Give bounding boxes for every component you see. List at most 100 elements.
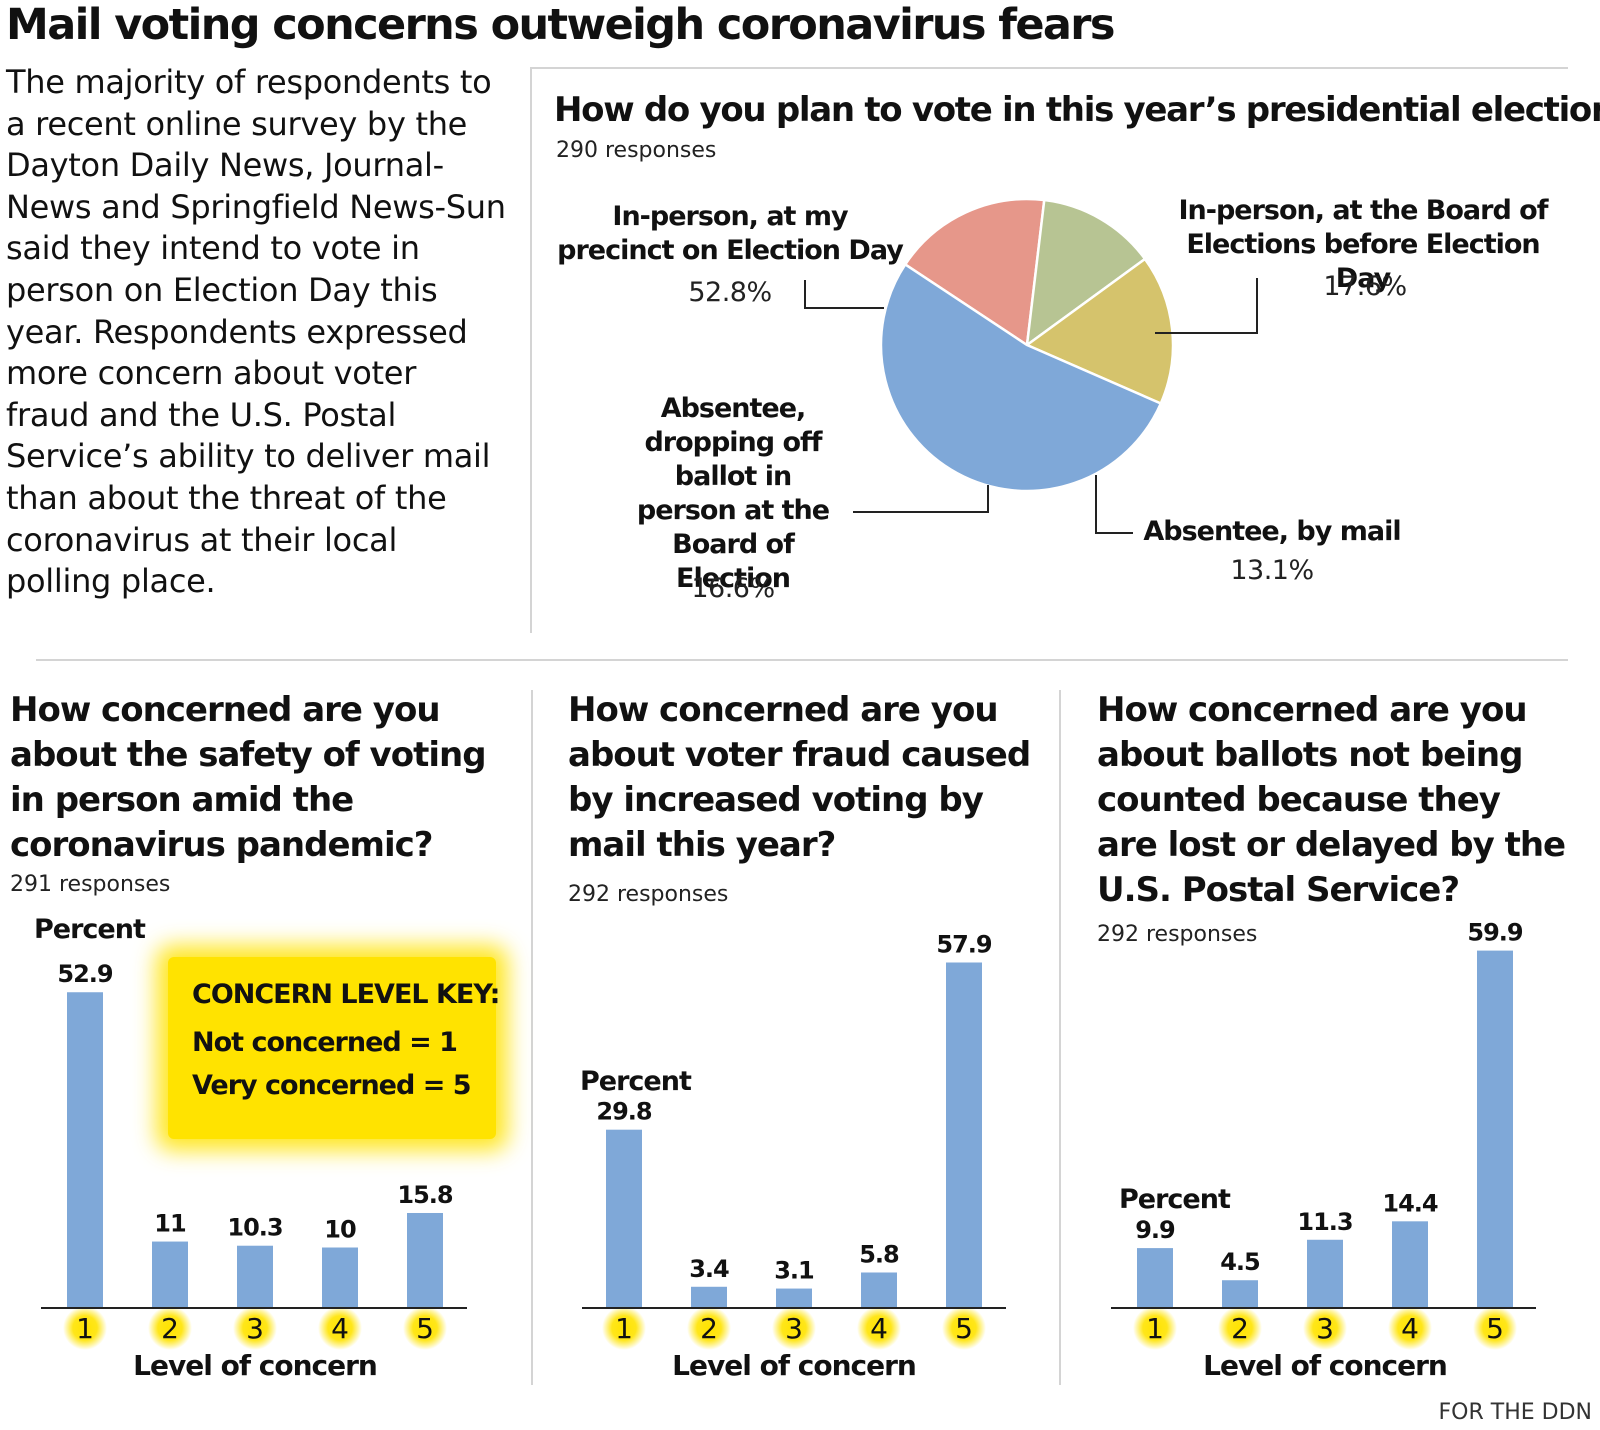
pie-left-divider: [530, 67, 532, 633]
tick-label-2-1: 1: [615, 1312, 633, 1345]
bar-value-label-1-4: 10: [324, 1216, 356, 1244]
tick-label-1-3: 3: [246, 1312, 264, 1345]
pie-pct-precinct: 52.8%: [688, 277, 772, 308]
top-divider: [532, 67, 1568, 69]
bar-2-4: [861, 1272, 897, 1307]
bar-2-1: [606, 1129, 642, 1307]
bar-chart-2-responses: 292 responses: [568, 882, 729, 907]
tick-label-2-5: 5: [955, 1312, 973, 1345]
bar-1-4: [322, 1247, 358, 1307]
bar-value-label-1-2: 11: [154, 1210, 186, 1238]
tick-label-2-4: 4: [870, 1312, 888, 1345]
tick-highlight-3-1: [1133, 1306, 1177, 1350]
bar-chart-3-xlabel: Level of concern: [1203, 1349, 1447, 1382]
pie-chart: [804, 197, 1258, 534]
leader-drop-off: [853, 485, 989, 513]
tick-highlight-1-2: [148, 1306, 192, 1350]
bar-chart-3-ylabel: Percent: [1119, 1184, 1231, 1215]
tick-label-3-1: 1: [1146, 1312, 1164, 1345]
bar-value-label-2-2: 3.4: [689, 1255, 729, 1283]
bar-chart-2-title: How concerned are you about voter fraud …: [568, 690, 1031, 865]
tick-highlight-3-2: [1218, 1306, 1262, 1350]
bar-value-label-3-3: 11.3: [1297, 1208, 1352, 1236]
tick-highlight-1-4: [318, 1306, 362, 1350]
tick-label-3-2: 2: [1231, 1312, 1249, 1345]
leader-precinct: [804, 280, 884, 309]
bar-value-label-3-4: 14.4: [1382, 1189, 1438, 1217]
pie-label-drop-off: Absentee, dropping off ballot in person …: [636, 393, 830, 594]
column-divider-2: [1059, 690, 1061, 1385]
bar-value-label-1-5: 15.8: [397, 1181, 453, 1209]
bar-chart-3-title: How concerned are you about ballots not …: [1097, 690, 1566, 910]
bar-chart-1-title: How concerned are you about the safety o…: [10, 690, 487, 865]
bar-value-label-2-1: 29.8: [596, 1098, 652, 1126]
bar-value-label-3-1: 9.9: [1135, 1216, 1175, 1244]
tick-label-1-1: 1: [76, 1312, 94, 1345]
tick-highlight-1-1: [63, 1306, 107, 1350]
bar-chart-1-responses: 291 responses: [10, 872, 171, 897]
intro-paragraph: The majority of respondents to a recent …: [6, 63, 506, 601]
pie-pct-board-early: 17.6%: [1323, 271, 1407, 302]
bar-value-label-1-3: 10.3: [227, 1214, 282, 1242]
concern-level-key: CONCERN LEVEL KEY: Not concerned = 1 Ver…: [168, 957, 500, 1139]
tick-label-3-4: 4: [1401, 1312, 1419, 1345]
bar-3-1: [1137, 1248, 1173, 1307]
tick-highlight-2-5: [942, 1306, 986, 1350]
tick-highlight-2-4: [857, 1306, 901, 1350]
bar-3-2: [1222, 1280, 1258, 1307]
bar-chart-3-responses: 292 responses: [1097, 922, 1258, 947]
tick-label-3-3: 3: [1316, 1312, 1334, 1345]
pie-chart-responses: 290 responses: [556, 138, 717, 163]
bar-3-5: [1477, 950, 1513, 1307]
tick-highlight-1-5: [403, 1306, 447, 1350]
bar-2-3: [776, 1288, 812, 1307]
tick-highlight-2-2: [687, 1306, 731, 1350]
pie-slice-3: [1024, 257, 1175, 406]
pie-slice-1: [903, 197, 1046, 348]
bar-1-1: [67, 992, 103, 1307]
bar-value-label-3-2: 4.5: [1220, 1248, 1260, 1276]
tick-label-1-2: 2: [161, 1312, 179, 1345]
bar-1-3: [237, 1245, 273, 1307]
leader-by-mail: [1095, 475, 1133, 534]
bar-2-2: [691, 1286, 727, 1307]
bar-chart-2-xlabel: Level of concern: [672, 1349, 916, 1382]
credit-line: FOR THE DDN: [1438, 1400, 1592, 1425]
bar-value-label-1-1: 52.9: [57, 960, 113, 988]
pie-label-board-early: In-person, at the Board of Elections bef…: [1178, 195, 1549, 294]
bar-chart-1-ylabel: Percent: [34, 914, 146, 945]
bar-value-label-2-5: 57.9: [936, 930, 992, 958]
tick-highlight-3-4: [1388, 1306, 1432, 1350]
pie-pct-by-mail: 13.1%: [1230, 555, 1314, 586]
tick-label-3-5: 5: [1486, 1312, 1504, 1345]
bar-1-2: [152, 1241, 188, 1307]
bar-chart-2-ylabel: Percent: [580, 1066, 692, 1097]
leader-board-early: [1155, 278, 1258, 334]
pie-slice-0: [879, 262, 1163, 493]
pie-slice-2: [1025, 198, 1147, 348]
bar-value-label-2-3: 3.1: [774, 1257, 814, 1285]
bar-chart-1-xlabel: Level of concern: [133, 1349, 377, 1382]
key-line-very-concerned: Very concerned = 5: [192, 1070, 472, 1101]
tick-highlight-3-5: [1473, 1306, 1517, 1350]
pie-label-precinct: In-person, at my precinct on Election Da…: [557, 201, 904, 266]
bar-value-label-3-5: 59.9: [1467, 919, 1523, 947]
page-title: Mail voting concerns outweigh coronaviru…: [6, 0, 1116, 50]
tick-label-2-3: 3: [785, 1312, 803, 1345]
column-divider-1: [531, 690, 533, 1385]
tick-highlight-2-1: [602, 1306, 646, 1350]
key-line-not-concerned: Not concerned = 1: [192, 1027, 458, 1058]
pie-label-by-mail: Absentee, by mail: [1143, 516, 1401, 547]
tick-label-2-2: 2: [700, 1312, 718, 1345]
middle-divider: [36, 659, 1568, 661]
tick-highlight-3-3: [1303, 1306, 1347, 1350]
bar-value-label-2-4: 5.8: [859, 1240, 899, 1268]
tick-label-1-4: 4: [331, 1312, 349, 1345]
tick-highlight-1-3: [233, 1306, 277, 1350]
tick-label-1-5: 5: [416, 1312, 434, 1345]
bar-3-4: [1392, 1221, 1428, 1307]
bar-1-5: [407, 1212, 443, 1307]
